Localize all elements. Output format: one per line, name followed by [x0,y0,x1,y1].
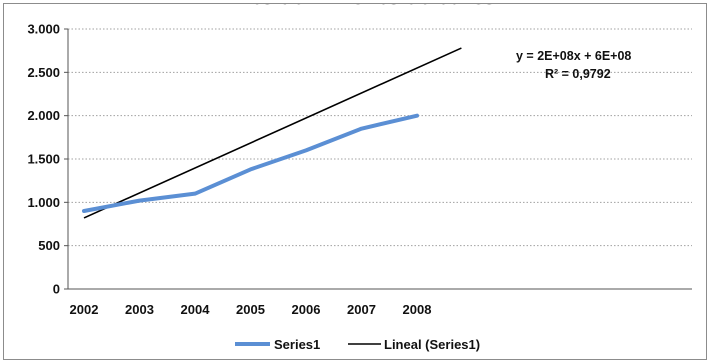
line-chart: 0 500 1.000 1.500 2.000 2.500 3.000 2002 2003 20… [27,22,692,352]
y-tick-label: 1.000 [27,195,60,210]
y-tick-label: 3.000 [27,22,60,37]
x-tick-label: 2007 [347,302,376,317]
chart-title: Miles de millones de euros [4,4,706,14]
y-tick-label: 2.500 [27,65,60,80]
trendline-r-squared: R² = 0,9792 [545,67,611,81]
series-line-series1 [82,113,419,213]
x-tick-label: 2003 [125,302,154,317]
y-tick-label: 500 [38,238,60,253]
x-tick-label: 2002 [70,302,99,317]
chart-frame: Miles de millones de euros 0 500 1.000 1.50… [3,3,707,360]
x-tick-label: 2008 [403,302,432,317]
x-tick-label: 2006 [292,302,321,317]
legend-label-trendline: Lineal (Series1) [384,337,480,352]
y-tick-label: 1.500 [27,152,60,167]
trendline [83,47,462,219]
legend: Series1 Lineal (Series1) [235,337,480,352]
x-tick-label: 2005 [236,302,265,317]
trendline-equation: y = 2E+08x + 6E+08 [516,49,631,63]
y-tick-label: 2.000 [27,108,60,123]
x-tick-label: 2004 [181,302,211,317]
y-tick-label: 0 [53,282,60,297]
legend-label-series1: Series1 [274,337,320,352]
